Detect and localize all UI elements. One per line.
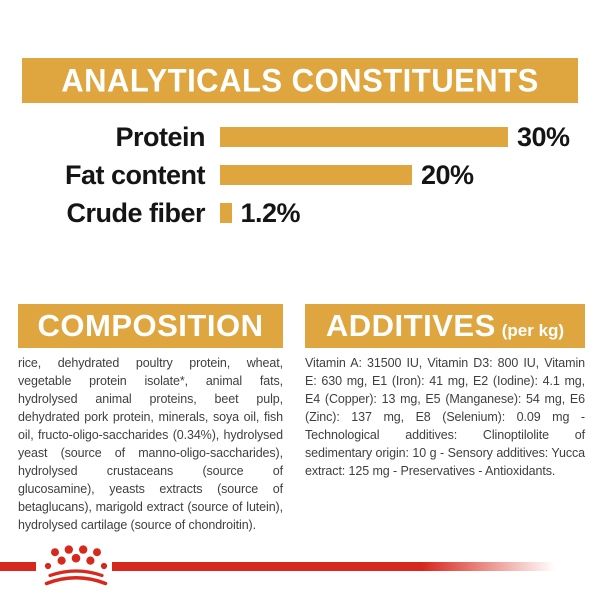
additives-section: ADDITIVES (per kg) Vitamin A: 31500 IU, V… bbox=[305, 304, 585, 480]
chart-row-fat-content: Fat content 20% bbox=[0, 160, 600, 190]
chart-bar bbox=[220, 203, 232, 223]
analytical-constituents-chart: Protein 30% Fat content 20% Crude fiber 1.2% bbox=[0, 122, 600, 241]
composition-section: COMPOSITION rice, dehydrated poultry pro… bbox=[18, 304, 283, 534]
analytical-constituents-header: ANALYTICALS CONSTITUENTS bbox=[22, 58, 578, 103]
composition-header: COMPOSITION bbox=[18, 304, 283, 348]
logo-right-line bbox=[112, 562, 555, 571]
chart-category-label: Fat content bbox=[65, 159, 206, 190]
chart-value-label: 20% bbox=[421, 159, 474, 190]
additives-title: ADDITIVES bbox=[325, 308, 496, 343]
chart-value-label: 30% bbox=[517, 121, 570, 152]
additives-title-suffix: (per kg) bbox=[501, 321, 565, 340]
logo-left-line bbox=[0, 562, 36, 571]
additives-header: ADDITIVES (per kg) bbox=[305, 304, 585, 348]
chart-row-crude-fiber: Crude fiber 1.2% bbox=[0, 198, 600, 228]
royal-canin-crown-icon bbox=[44, 545, 108, 586]
chart-bar bbox=[220, 127, 508, 147]
chart-category-label: Protein bbox=[115, 121, 205, 152]
composition-title: COMPOSITION bbox=[37, 308, 264, 343]
chart-row-protein: Protein 30% bbox=[0, 122, 600, 152]
chart-bar bbox=[220, 165, 412, 185]
chart-value-label: 1.2% bbox=[240, 197, 301, 228]
chart-category-label: Crude fiber bbox=[66, 197, 205, 228]
analytical-constituents-title: ANALYTICALS CONSTITUENTS bbox=[61, 61, 539, 99]
composition-text: rice, dehydrated poultry protein, wheat,… bbox=[18, 356, 283, 532]
additives-text: Vitamin A: 31500 IU, Vitamin D3: 800 IU,… bbox=[305, 356, 585, 478]
